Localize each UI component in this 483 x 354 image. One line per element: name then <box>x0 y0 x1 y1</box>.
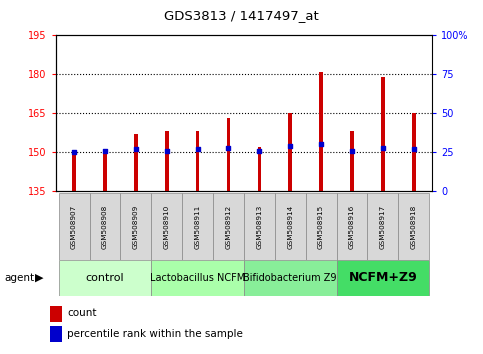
Text: GDS3813 / 1417497_at: GDS3813 / 1417497_at <box>164 9 319 22</box>
Bar <box>257 147 261 191</box>
Text: ▶: ▶ <box>35 273 43 283</box>
Text: GSM508908: GSM508908 <box>102 205 108 249</box>
Bar <box>412 113 415 191</box>
Text: percentile rank within the sample: percentile rank within the sample <box>67 329 243 339</box>
FancyBboxPatch shape <box>337 260 429 296</box>
FancyBboxPatch shape <box>398 193 429 260</box>
Text: GSM508907: GSM508907 <box>71 205 77 249</box>
Bar <box>288 113 292 191</box>
Text: NCFM+Z9: NCFM+Z9 <box>349 272 417 284</box>
FancyBboxPatch shape <box>58 193 89 260</box>
Text: GSM508914: GSM508914 <box>287 205 293 249</box>
Bar <box>381 77 385 191</box>
Text: GSM508909: GSM508909 <box>133 205 139 249</box>
Bar <box>196 131 199 191</box>
FancyBboxPatch shape <box>368 193 398 260</box>
Point <box>70 149 78 155</box>
FancyBboxPatch shape <box>244 193 275 260</box>
FancyBboxPatch shape <box>306 193 337 260</box>
FancyBboxPatch shape <box>182 193 213 260</box>
Bar <box>50 306 62 321</box>
Point <box>410 146 418 152</box>
Text: GSM508910: GSM508910 <box>164 205 170 249</box>
FancyBboxPatch shape <box>213 193 244 260</box>
FancyBboxPatch shape <box>89 193 120 260</box>
Text: GSM508913: GSM508913 <box>256 205 262 249</box>
Text: GSM508917: GSM508917 <box>380 205 386 249</box>
Text: count: count <box>67 308 97 318</box>
Bar <box>134 134 138 191</box>
Bar <box>319 72 323 191</box>
Text: Bifidobacterium Z9: Bifidobacterium Z9 <box>243 273 337 283</box>
FancyBboxPatch shape <box>120 193 151 260</box>
Point <box>101 148 109 154</box>
Bar <box>72 155 76 191</box>
Bar <box>103 150 107 191</box>
FancyBboxPatch shape <box>275 193 306 260</box>
Point <box>132 146 140 152</box>
Point <box>256 148 263 154</box>
Text: Lactobacillus NCFM: Lactobacillus NCFM <box>150 273 245 283</box>
Point <box>317 142 325 147</box>
Bar <box>165 131 169 191</box>
Point <box>348 148 356 154</box>
Point <box>286 143 294 149</box>
Text: GSM508915: GSM508915 <box>318 205 324 249</box>
Bar <box>350 131 354 191</box>
Point <box>163 148 170 154</box>
FancyBboxPatch shape <box>337 193 368 260</box>
FancyBboxPatch shape <box>58 260 151 296</box>
Text: control: control <box>85 273 124 283</box>
Point <box>379 145 387 150</box>
Bar <box>50 326 62 342</box>
Text: GSM508912: GSM508912 <box>226 205 231 249</box>
Text: GSM508918: GSM508918 <box>411 205 417 249</box>
Text: GSM508911: GSM508911 <box>195 205 200 249</box>
FancyBboxPatch shape <box>244 260 337 296</box>
FancyBboxPatch shape <box>151 193 182 260</box>
Text: agent: agent <box>5 273 35 283</box>
Point <box>194 146 201 152</box>
Bar <box>227 119 230 191</box>
Text: GSM508916: GSM508916 <box>349 205 355 249</box>
FancyBboxPatch shape <box>151 260 244 296</box>
Point <box>225 145 232 150</box>
